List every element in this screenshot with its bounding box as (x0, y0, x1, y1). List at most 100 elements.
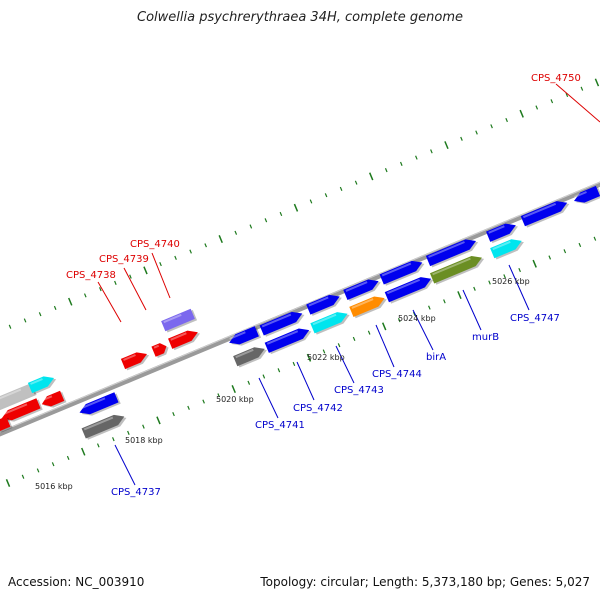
gene-label-cps4750[interactable]: CPS_4750 (531, 73, 581, 84)
gene-label-cps4739[interactable]: CPS_4739 (99, 254, 149, 265)
gene-blue-d[interactable] (343, 275, 383, 302)
gene-label-cps4743[interactable]: CPS_4743 (334, 385, 384, 396)
tick-mark (457, 291, 462, 300)
map-title: Colwellia psychrerythraea 34H, complete … (137, 10, 463, 25)
tick-mark (594, 78, 600, 87)
tick-mark (518, 267, 521, 273)
gene-olive-murb[interactable] (429, 252, 486, 285)
tick-mark (578, 242, 582, 248)
tick-mark (264, 218, 268, 223)
tick-mark (384, 168, 388, 173)
genome-summary-text: Topology: circular; Length: 5,373,180 bp… (260, 575, 590, 589)
tick-mark (475, 130, 478, 135)
tick-mark (324, 193, 328, 198)
tick-mark (430, 149, 433, 154)
gene-cyan-cps4743[interactable] (310, 308, 351, 335)
gene-blue-a[interactable] (227, 326, 262, 350)
tick-mark (189, 249, 192, 254)
tick-mark (550, 99, 554, 104)
gene-label-cps4744[interactable]: CPS_4744 (372, 369, 422, 380)
tick-mark (23, 318, 27, 323)
gene-blue-cps4736[interactable] (77, 392, 121, 420)
tick-mark (36, 468, 40, 473)
gene-blue-e[interactable] (379, 257, 427, 286)
backbone (0, 181, 600, 437)
blue-leaders (114, 264, 530, 486)
tick-mark (535, 105, 539, 110)
gene-label-bira[interactable]: birA (426, 352, 446, 363)
tick-mark (563, 249, 567, 254)
tick-mark (234, 230, 238, 235)
gene-label-murb[interactable]: murB (472, 332, 499, 343)
tick-mark (249, 224, 253, 229)
gene-label-cps4740[interactable]: CPS_4740 (130, 239, 180, 250)
gene-red-left-2[interactable] (40, 390, 67, 411)
tick-mark (279, 211, 283, 217)
tick-mark (322, 349, 326, 354)
tick-mark (5, 479, 11, 487)
tick-mark (460, 136, 463, 141)
tick-mark (415, 155, 418, 160)
gene-features (0, 185, 600, 440)
tick-mark (580, 86, 584, 91)
gene-gray-left[interactable] (0, 383, 37, 412)
tick-mark (306, 353, 312, 362)
red-leaders (97, 83, 600, 323)
tick-mark (354, 180, 358, 185)
gene-orange-cps4744[interactable] (349, 292, 389, 319)
tick-mark (129, 274, 132, 279)
gene-label-cps4738[interactable]: CPS_4738 (66, 270, 116, 281)
gene-blue-b[interactable] (259, 308, 307, 337)
gene-blue-bira[interactable] (384, 273, 436, 304)
tick-mark (473, 286, 476, 291)
tick-mark (159, 262, 162, 267)
tick-mark (339, 186, 343, 192)
gene-cyan-cps4747[interactable] (490, 235, 526, 260)
tick-mark (262, 374, 266, 379)
tick-mark (217, 393, 220, 398)
tick-mark (309, 199, 313, 204)
gene-blue-g[interactable] (486, 220, 520, 244)
gene-blue-c[interactable] (306, 291, 344, 317)
gene-blue-i[interactable] (572, 185, 600, 208)
tick-mark (490, 124, 493, 129)
tick-mark (381, 322, 387, 331)
gene-red-cps4739[interactable] (151, 341, 170, 359)
gene-gray-cps4741[interactable] (233, 343, 269, 368)
tick-mark (277, 368, 281, 373)
kbp-label-5018: 5018 kbp (125, 436, 163, 445)
tick-mark (21, 474, 25, 479)
gene-label-cps4741[interactable]: CPS_4741 (255, 420, 305, 431)
gene-red-cps4740[interactable] (168, 327, 202, 351)
tick-mark (565, 92, 569, 98)
tick-mark (503, 274, 506, 279)
gene-blue-h[interactable] (520, 197, 572, 228)
tick-mark (292, 361, 296, 367)
gene-red-cps4738[interactable] (120, 348, 151, 371)
gene-red-left-3[interactable] (0, 416, 13, 435)
tick-mark (337, 343, 341, 348)
gene-blue-f[interactable] (425, 235, 480, 268)
gene-label-cps4737[interactable]: CPS_4737 (111, 487, 161, 498)
accession-text: Accession: NC_003910 (8, 575, 145, 589)
tick-mark (38, 312, 42, 317)
gene-red-left-1[interactable] (0, 398, 43, 426)
gene-label-cps4742[interactable]: CPS_4742 (293, 403, 343, 414)
tick-mark (399, 161, 403, 166)
kbp-label-5024: 5024 kbp (398, 314, 436, 323)
tick-mark (593, 236, 597, 241)
gene-cyan-left[interactable] (27, 372, 58, 395)
tick-mark (114, 280, 117, 285)
gene-gray-cps4737[interactable] (81, 411, 129, 440)
tick-mark (66, 455, 70, 461)
tick-mark (352, 336, 356, 342)
tick-mark (293, 203, 299, 212)
tick-mark (112, 437, 115, 442)
gene-label-cps4747[interactable]: CPS_4747 (510, 313, 560, 324)
gene-purple-cps4740[interactable] (161, 308, 198, 333)
kbp-label-5026: 5026 kbp (492, 277, 530, 286)
tick-mark (367, 330, 371, 335)
kbp-label-5022: 5022 kbp (307, 353, 345, 362)
gene-blue-cps4742[interactable] (264, 325, 314, 355)
